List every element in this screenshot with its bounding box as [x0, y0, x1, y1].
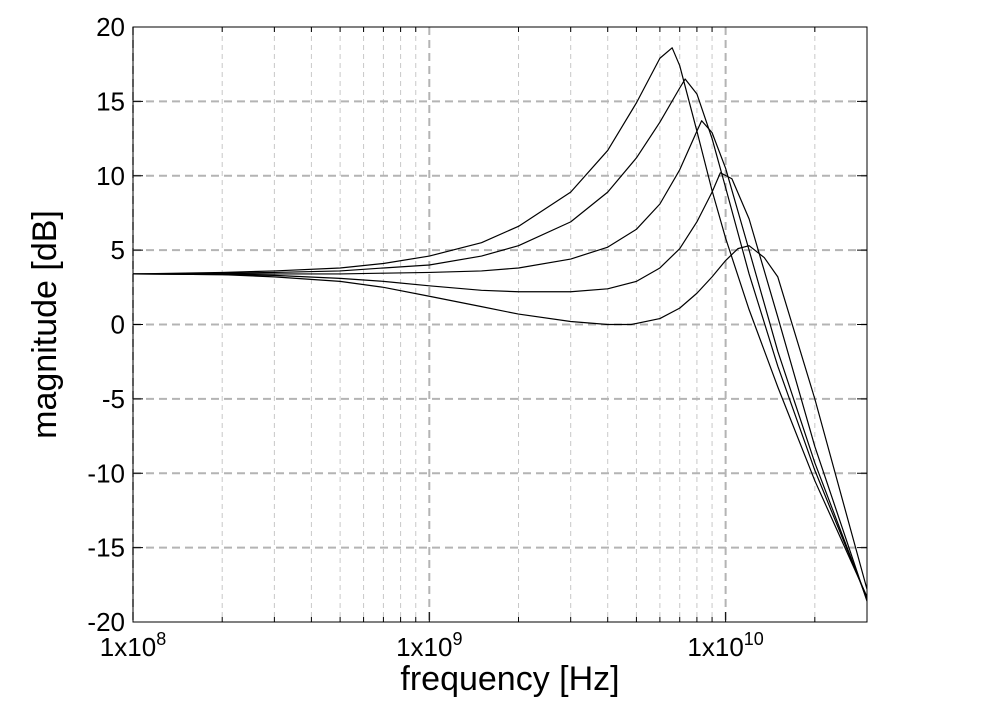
x-tick-label: 1x109: [396, 629, 462, 662]
y-tick-label: 15: [96, 86, 125, 116]
y-tick-label: 20: [96, 12, 125, 42]
y-tick-label: 5: [111, 235, 125, 265]
series-line-2: [132, 78, 868, 599]
grid-layer: [132, 27, 867, 622]
series-layer: [132, 47, 868, 602]
y-axis-title: magnitude [dB]: [26, 210, 64, 439]
y-tick-label: -20: [87, 607, 125, 637]
series-line-1: [132, 47, 868, 597]
y-tick-label: -5: [102, 384, 125, 414]
x-tick-label: 1x108: [100, 629, 166, 662]
x-tick-label: 1x1010: [687, 629, 763, 662]
tick-layer: 1x108 1x109 1x1010 20 15 10 5 0 -5 -10 -15 -20: [87, 12, 867, 662]
y-tick-label: -10: [87, 458, 125, 488]
x-axis-title: frequency [Hz]: [400, 660, 619, 698]
series-line-5: [132, 245, 868, 590]
y-tick-label: 0: [111, 310, 125, 340]
series-line-3: [133, 120, 868, 600]
y-tick-label: 10: [96, 161, 125, 191]
series-line-4: [132, 172, 868, 602]
y-tick-label: -15: [87, 533, 125, 563]
